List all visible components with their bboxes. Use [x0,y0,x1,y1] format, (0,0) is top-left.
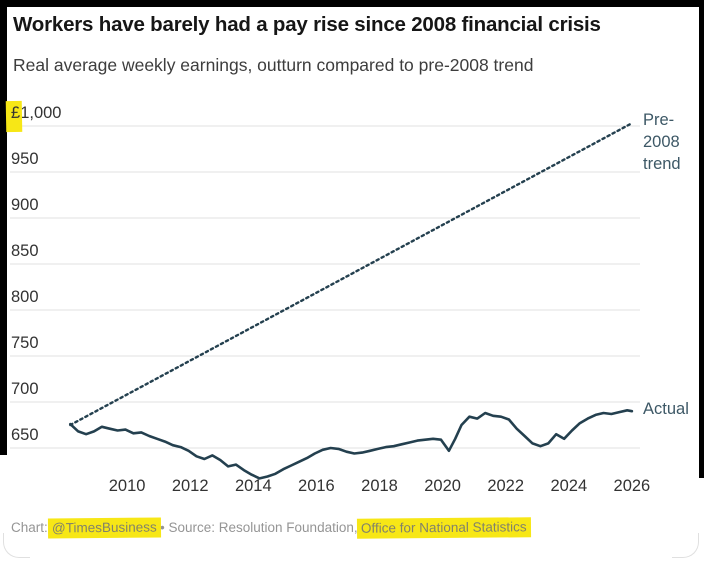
window-corner-bottom-right [672,533,699,558]
x-axis-label-2012: 2012 [171,477,209,495]
y-axis-label-950: 950 [11,150,39,168]
screen-edge-right [699,7,704,478]
x-axis-label-2020: 2020 [424,477,461,495]
actual-line [69,408,634,480]
trend-series-label: Pre- 2008 trend [643,111,681,174]
x-axis-label-2024: 2024 [550,477,588,495]
chart-title: Workers have barely had a pay rise since… [13,13,601,36]
x-axis-label-2022: 2022 [487,477,525,495]
trend-line [69,121,634,427]
y-axis-label-850: 850 [11,242,39,260]
x-axis-label-2010: 2010 [108,477,146,495]
y-axis-label-1000: £1,000 [5,100,61,133]
x-axis-label-2014: 2014 [234,477,272,495]
y-axis-label-750: 750 [11,334,39,352]
screen-edge-left [0,7,7,455]
actual-series-label: Actual [643,400,689,418]
y-axis-label-900: 900 [11,196,39,214]
x-axis-label-2026: 2026 [613,477,651,495]
y-axis-label-800: 800 [11,288,39,306]
footer-source-text: • Source: Resolution Foundation, [156,520,362,535]
chart-footer: Chart: @TimesBusiness • Source: Resoluti… [11,517,691,539]
currency-symbol-highlighted: £ [5,100,23,133]
footer-prefix: Chart: [11,520,52,535]
footer-credit-highlighted: @TimesBusiness [47,517,161,539]
y-axis-label-650: 650 [11,426,39,444]
chart-subtitle: Real average weekly earnings, outturn co… [13,55,534,75]
x-axis-label-2016: 2016 [298,477,335,495]
screen-edge-top [0,0,704,7]
y-axis-label-700: 700 [11,380,39,398]
footer-source-highlighted: Office for National Statistics [357,517,532,539]
x-axis-label-2018: 2018 [361,477,398,495]
window-corner-bottom-left [3,533,30,558]
